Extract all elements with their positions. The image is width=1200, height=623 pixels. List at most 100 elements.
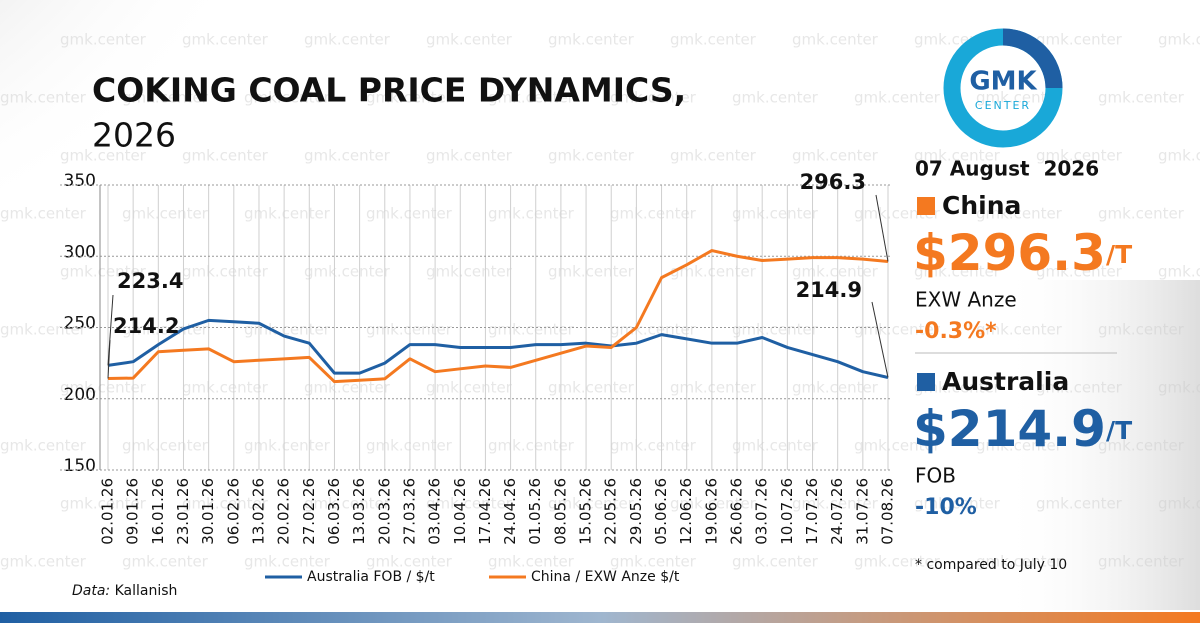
x-tick-label: 06.02.26	[224, 478, 242, 545]
watermark: gmk.center	[854, 553, 941, 571]
watermark: gmk.center	[1158, 263, 1200, 281]
x-tick-label: 31.07.26	[853, 478, 871, 545]
watermark: gmk.center	[610, 89, 697, 107]
watermark: gmk.center	[244, 553, 331, 571]
watermark: gmk.center	[304, 263, 391, 281]
panel-swatch	[917, 373, 935, 391]
panel-name: Australia	[942, 367, 1069, 396]
watermark: gmk.center	[1098, 553, 1185, 571]
x-tick-label: 24.07.26	[828, 478, 846, 545]
x-tick-label: 16.01.26	[149, 478, 167, 545]
watermark: gmk.center	[366, 205, 453, 223]
watermark: gmk.center	[914, 147, 1001, 165]
watermark: gmk.center	[914, 495, 1001, 513]
watermark: gmk.center	[1036, 263, 1123, 281]
y-tick-label: 300	[64, 242, 96, 262]
watermark: gmk.center	[366, 553, 453, 571]
x-tick-label: 05.06.26	[652, 478, 670, 545]
x-tick-label: 23.01.26	[174, 478, 192, 545]
x-tick-label: 03.07.26	[753, 478, 771, 545]
watermark: gmk.center	[122, 321, 209, 339]
watermark: gmk.center	[0, 89, 87, 107]
x-tick-label: 03.04.26	[426, 478, 444, 545]
watermark: gmk.center	[304, 31, 391, 49]
data-label: 214.2	[113, 314, 179, 338]
watermark: gmk.center	[426, 31, 513, 49]
panel-price-unit: /T	[1106, 240, 1132, 269]
watermark: gmk.center	[182, 31, 269, 49]
y-tick-label: 350	[64, 171, 96, 191]
watermark: gmk.center	[122, 205, 209, 223]
data-label: 296.3	[800, 170, 866, 194]
watermark: gmk.center	[244, 205, 331, 223]
panel-price: $296.3/T	[913, 224, 1132, 282]
panel-change: -10%	[915, 495, 977, 520]
watermark: gmk.center	[304, 147, 391, 165]
watermark: gmk.center	[488, 321, 575, 339]
label-pointer	[875, 194, 889, 262]
watermark: gmk.center	[60, 31, 147, 49]
watermark: gmk.center	[1158, 147, 1200, 165]
watermark: gmk.center	[854, 89, 941, 107]
watermark: gmk.center	[182, 263, 269, 281]
logo-text: GMK	[969, 67, 1037, 97]
watermark: gmk.center	[1098, 437, 1185, 455]
watermark: gmk.center	[732, 205, 819, 223]
watermark: gmk.center	[488, 89, 575, 107]
watermark: gmk.center	[610, 437, 697, 455]
logo-subtext: CENTER	[975, 99, 1031, 112]
watermark: gmk.center	[732, 553, 819, 571]
x-tick-label: 27.03.26	[400, 478, 418, 545]
watermark: gmk.center	[0, 553, 87, 571]
panel-basis: EXW Anze	[915, 288, 1017, 312]
plant-image	[1000, 280, 1200, 610]
bottom-stripe	[0, 612, 1200, 623]
watermark: gmk.center	[548, 263, 635, 281]
panel-name: China	[942, 191, 1021, 220]
source: Data: Kallanish	[72, 583, 177, 599]
watermark: gmk.center	[244, 437, 331, 455]
watermark: gmk.center	[426, 495, 513, 513]
x-tick-label: 09.01.26	[124, 478, 142, 545]
watermark: gmk.center	[1098, 205, 1185, 223]
panel-price-value: $296.3	[913, 224, 1106, 282]
watermark: gmk.center	[792, 379, 879, 397]
panel-price-unit: /T	[1106, 416, 1132, 445]
x-tick-label: 10.04.26	[451, 478, 469, 545]
watermark: gmk.center	[488, 553, 575, 571]
watermark: gmk.center	[1036, 495, 1123, 513]
watermark: gmk.center	[670, 31, 757, 49]
watermark: gmk.center	[1158, 379, 1200, 397]
watermark: gmk.center	[1158, 495, 1200, 513]
watermark: gmk.center	[670, 495, 757, 513]
x-tick-label: 10.07.26	[778, 478, 796, 545]
watermark: gmk.center	[182, 495, 269, 513]
data-label: 223.4	[117, 269, 183, 293]
watermark: gmk.center	[976, 321, 1063, 339]
watermark: gmk.center	[792, 31, 879, 49]
watermark: gmk.center	[914, 263, 1001, 281]
watermark: gmk.center	[732, 437, 819, 455]
watermark: gmk.center	[548, 379, 635, 397]
source-name: Kallanish	[115, 583, 178, 599]
watermark: gmk.center	[976, 205, 1063, 223]
x-tick-label: 07.08.26	[879, 478, 897, 545]
chart-subtitle: 2026	[92, 116, 176, 155]
data-label: 214.9	[796, 278, 862, 302]
legend-label: Australia FOB / $/t	[307, 569, 435, 585]
x-tick-label: 22.05.26	[602, 478, 620, 545]
watermark: gmk.center	[854, 321, 941, 339]
panel-price: $214.9/T	[913, 400, 1132, 458]
watermark: gmk.center	[914, 379, 1001, 397]
watermark: gmk.center	[0, 437, 87, 455]
watermark: gmk.center	[732, 321, 819, 339]
y-tick-label: 250	[64, 314, 96, 334]
logo-arc	[1002, 28, 1063, 89]
panel-basis: FOB	[915, 464, 956, 488]
watermark: gmk.center	[60, 495, 147, 513]
watermark: gmk.center	[1158, 31, 1200, 49]
watermark: gmk.center	[60, 147, 147, 165]
x-tick-label: 17.04.26	[476, 478, 494, 545]
x-tick-label: 20.02.26	[275, 478, 293, 545]
